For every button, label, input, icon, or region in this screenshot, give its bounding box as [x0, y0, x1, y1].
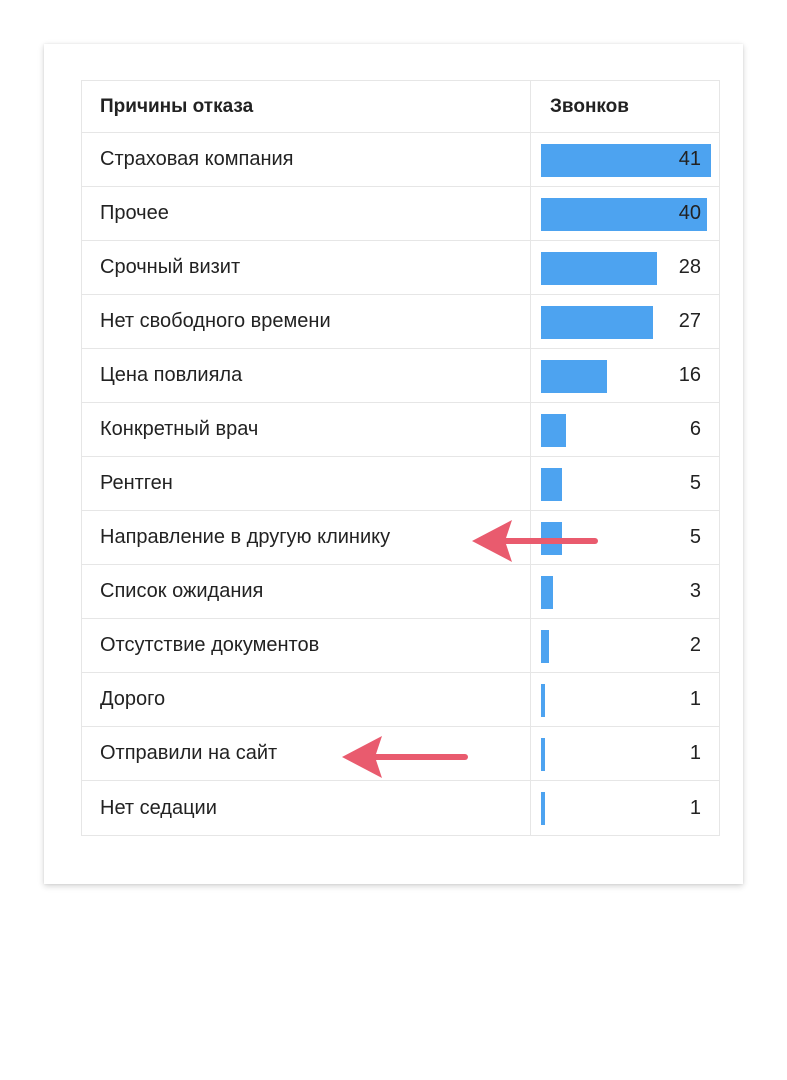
column-divider: [530, 81, 531, 132]
column-divider: [530, 457, 531, 510]
value-bar: [541, 198, 707, 231]
column-header-reasons: Причины отказа: [100, 95, 254, 117]
reason-label: Срочный визит: [100, 256, 241, 278]
column-divider: [530, 673, 531, 726]
table-row: Конкретный врач 6: [82, 403, 719, 457]
calls-value: 2: [689, 634, 701, 656]
table-row: Направление в другую клинику 5: [82, 511, 719, 565]
table-row: Срочный визит 28: [82, 241, 719, 295]
reason-label: Цена повлияла: [100, 364, 243, 386]
calls-value: 5: [689, 472, 701, 494]
reason-label: Нет свободного времени: [100, 310, 331, 332]
value-bar: [541, 522, 562, 555]
calls-value: 1: [689, 742, 701, 764]
calls-value: 16: [678, 364, 701, 386]
column-divider: [530, 187, 531, 240]
reason-label: Рентген: [100, 472, 173, 494]
table-row: Дорого 1: [82, 673, 719, 727]
column-divider: [530, 241, 531, 294]
table-body: Страховая компания 41 Прочее 40 Срочный визи…: [82, 133, 719, 835]
column-divider: [530, 403, 531, 456]
column-divider: [530, 781, 531, 835]
reason-label: Конкретный врач: [100, 418, 259, 440]
table-row: Прочее 40: [82, 187, 719, 241]
column-divider: [530, 511, 531, 564]
table-row: Страховая компания 41: [82, 133, 719, 187]
reason-label: Отправили на сайт: [100, 742, 278, 764]
column-header-calls: Звонков: [550, 95, 629, 117]
table-row: Отправили на сайт 1: [82, 727, 719, 781]
value-bar: [541, 576, 553, 609]
value-bar: [541, 468, 562, 501]
column-divider: [530, 565, 531, 618]
column-divider: [530, 295, 531, 348]
value-bar: [541, 360, 607, 393]
column-divider: [530, 727, 531, 780]
column-divider: [530, 619, 531, 672]
report-card: [44, 44, 743, 884]
table-row: Рентген 5: [82, 457, 719, 511]
calls-value: 6: [689, 418, 701, 440]
calls-value: 40: [678, 202, 701, 224]
reason-label: Страховая компания: [100, 148, 294, 170]
value-bar: [541, 252, 657, 285]
table-header-row: Причины отказа Звонков: [82, 81, 719, 133]
value-bar: [541, 144, 711, 177]
column-divider: [530, 133, 531, 186]
calls-value: 5: [689, 526, 701, 548]
table-row: Список ожидания 3: [82, 565, 719, 619]
table-row: Отсутствие документов 2: [82, 619, 719, 673]
value-bar: [541, 684, 545, 717]
reason-label: Нет седации: [100, 796, 217, 819]
value-bar: [541, 738, 545, 771]
calls-value: 3: [689, 580, 701, 602]
value-bar: [541, 630, 549, 663]
reason-label: Список ожидания: [100, 580, 264, 602]
calls-value: 1: [689, 796, 701, 819]
table-row: Цена повлияла 16: [82, 349, 719, 403]
calls-value: 27: [678, 310, 701, 332]
calls-value: 28: [678, 256, 701, 278]
refusal-reasons-table: Причины отказа Звонков Страховая компани…: [81, 80, 720, 836]
table-row: Нет седации 1: [82, 781, 719, 835]
calls-value: 41: [678, 148, 701, 170]
calls-value: 1: [689, 688, 701, 710]
reason-label: Прочее: [100, 202, 169, 224]
value-bar: [541, 414, 566, 447]
value-bar: [541, 306, 653, 339]
table-row: Нет свободного времени 27: [82, 295, 719, 349]
reason-label: Отсутствие документов: [100, 634, 320, 656]
reason-label: Направление в другую клинику: [100, 526, 391, 548]
reason-label: Дорого: [100, 688, 166, 710]
value-bar: [541, 792, 545, 825]
column-divider: [530, 349, 531, 402]
